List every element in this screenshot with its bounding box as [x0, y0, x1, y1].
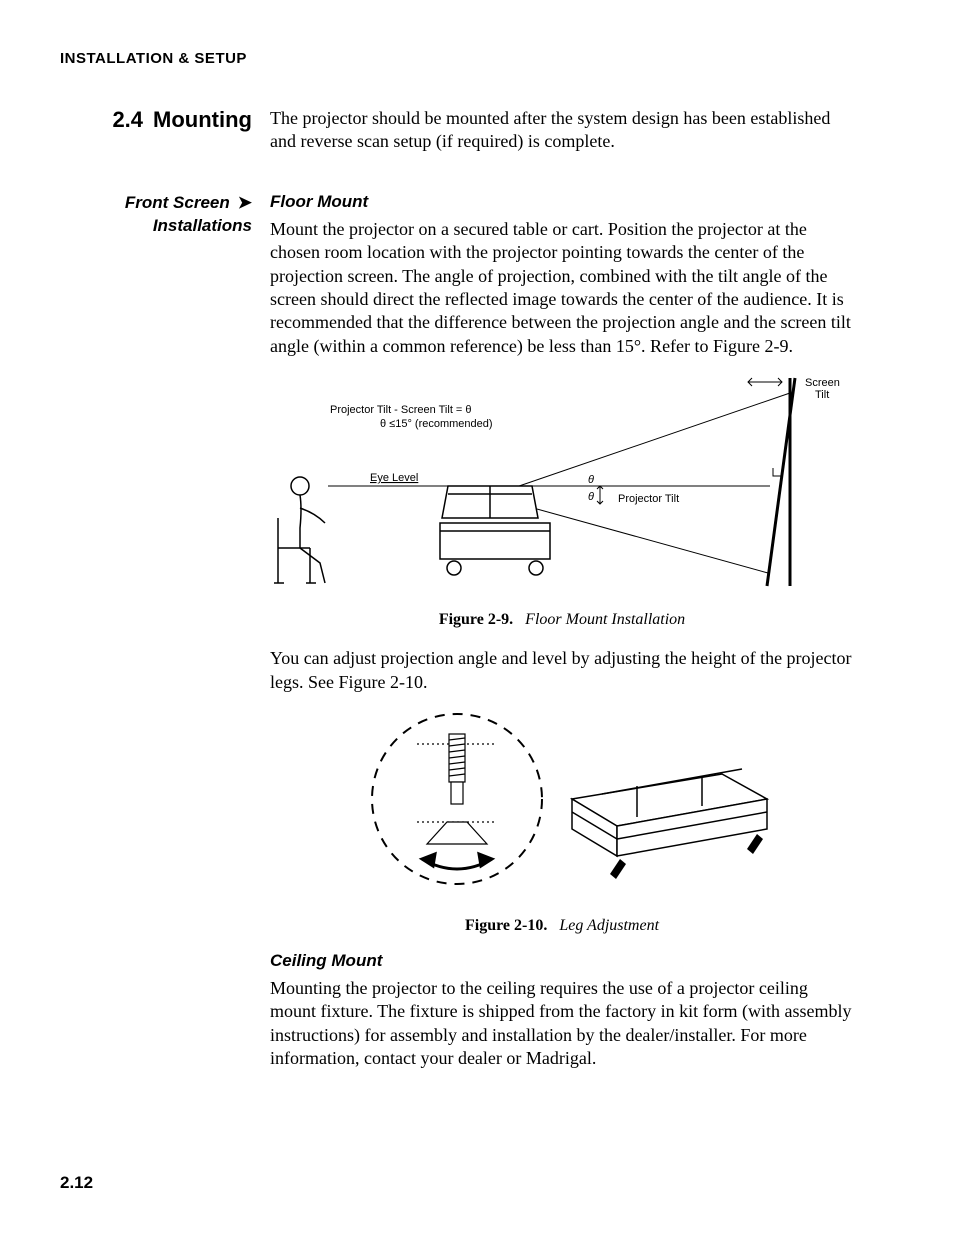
figure-2-9: Screen Tilt Eye Level [270, 368, 854, 629]
ceiling-mount-body: Mounting the projector to the ceiling re… [270, 977, 854, 1071]
section-heading-row: 2.4 Mounting The projector should be mou… [60, 107, 854, 154]
figure-2-10-number: Figure 2-10. [465, 917, 547, 934]
label-rec-line2: θ ≤15° (recommended) [380, 418, 493, 430]
figure-2-10: Figure 2-10. Leg Adjustment [270, 704, 854, 935]
sidebar-line1: Front Screen [125, 193, 230, 212]
sidebar-front-screen: Front Screen ➤ [60, 192, 252, 215]
ceiling-mount-heading: Ceiling Mount [270, 951, 854, 971]
figure-2-9-svg: Screen Tilt Eye Level [270, 368, 840, 598]
label-theta1: θ [588, 474, 594, 486]
label-eye-level: Eye Level [370, 472, 418, 484]
floor-mount-heading: Floor Mount [270, 192, 854, 212]
label-screen-tilt-1: Screen [805, 377, 840, 389]
page-number: 2.12 [60, 1173, 93, 1193]
figure-2-9-title: Floor Mount Installation [525, 611, 685, 628]
intro-text: The projector should be mounted after th… [270, 107, 854, 154]
section-title: Mounting [153, 107, 252, 132]
figure-2-9-number: Figure 2-9. [439, 611, 513, 628]
label-screen-tilt-2: Tilt [815, 389, 829, 401]
page: INSTALLATION & SETUP 2.4 Mounting The pr… [0, 0, 954, 1235]
floor-mount-row: Front Screen ➤ Installations Floor Mount… [60, 192, 854, 1071]
figure-2-10-caption: Figure 2-10. Leg Adjustment [270, 917, 854, 935]
figure-2-10-title: Leg Adjustment [559, 917, 659, 934]
running-head-text: INSTALLATION & SETUP [60, 50, 247, 67]
label-theta2: θ [588, 491, 594, 503]
label-projector-tilt: Projector Tilt [618, 493, 679, 505]
running-head: INSTALLATION & SETUP [60, 50, 854, 67]
floor-mount-body: Mount the projector on a secured table o… [270, 218, 854, 358]
leg-adjust-text: You can adjust projection angle and leve… [270, 647, 854, 694]
sidebar-line2: Installations [60, 215, 252, 238]
section-number: 2.4 [112, 107, 143, 132]
figure-2-9-caption: Figure 2-9. Floor Mount Installation [270, 611, 854, 629]
sidebar-arrow-icon: ➤ [234, 193, 252, 212]
label-rec-line1: Projector Tilt - Screen Tilt = θ [330, 404, 472, 416]
header-rule [255, 57, 854, 61]
figure-2-10-svg [347, 704, 777, 904]
